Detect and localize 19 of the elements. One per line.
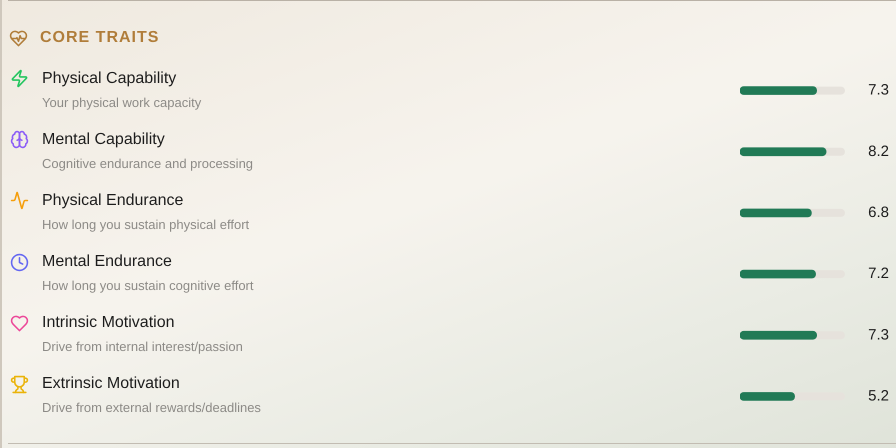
data-label: 8.2	[868, 142, 889, 160]
data-label: 5.2	[868, 388, 889, 405]
y-tick-label: Extrinsic Motivation	[42, 374, 180, 394]
text: How long you sustain cognitive effort	[42, 278, 254, 294]
text: Your physical work capacity	[42, 94, 202, 111]
y-tick-label: Intrinsic Motivation	[42, 313, 174, 334]
data-label: 7.3	[868, 82, 889, 99]
data-label: 7.3	[868, 326, 889, 344]
text: Drive from external rewards/deadlines	[42, 400, 261, 416]
text: Drive from internal interest/passion	[42, 339, 243, 356]
y-tick-label: Mental Endurance	[42, 252, 172, 272]
y-tick-label: Mental Capability	[42, 130, 165, 150]
text: How long you sustain physical effort	[42, 216, 250, 233]
text: CORE TRAITS	[40, 28, 160, 48]
y-tick-label: Physical Endurance	[42, 190, 184, 211]
y-tick-label: Physical Capability	[42, 68, 176, 89]
text: Cognitive endurance and processing	[42, 156, 254, 172]
data-label: 7.2	[868, 265, 889, 282]
data-label: 6.8	[868, 204, 889, 222]
